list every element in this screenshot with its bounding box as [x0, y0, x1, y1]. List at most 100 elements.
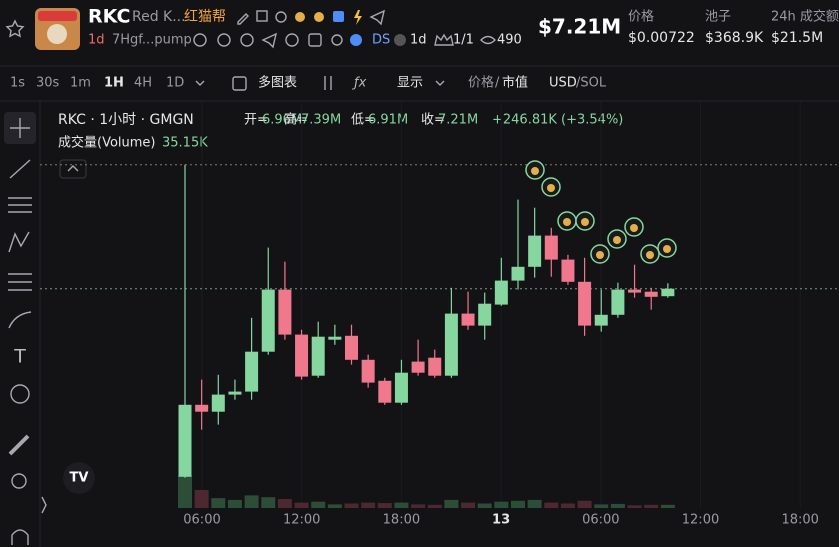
- note-icon[interactable]: [308, 33, 322, 47]
- candle-body: [661, 288, 675, 297]
- trade-marker-icon: [531, 167, 539, 175]
- drawing-tools: T: [4, 112, 36, 545]
- tv-logo-text: TV: [70, 471, 89, 486]
- ds-age-icon: [394, 34, 406, 46]
- volume-bar: [294, 502, 309, 508]
- volume-bar: [261, 497, 276, 508]
- interval[interactable]: 1s: [10, 76, 25, 91]
- mcap-toggle[interactable]: 市值: [502, 75, 528, 91]
- candle-body: [328, 336, 342, 340]
- volume-bar: [461, 502, 476, 508]
- stat-label: 价格: [628, 9, 654, 25]
- volume-bar: [610, 503, 625, 508]
- volume-bar: [377, 503, 392, 508]
- trade-marker-icon: [581, 218, 589, 226]
- candle-body: [178, 404, 192, 477]
- mute-icon[interactable]: [240, 33, 254, 47]
- chevron[interactable]: [195, 80, 205, 86]
- currency[interactable]: USD: [549, 76, 577, 91]
- age: 1d: [88, 33, 105, 48]
- trade-marker-icon: [596, 251, 604, 259]
- trade-marker-icon: [547, 184, 555, 192]
- candle-body: [494, 280, 508, 305]
- candle-body: [528, 235, 542, 267]
- copy-icon[interactable]: [256, 10, 268, 22]
- ds-age: 1d: [410, 33, 427, 48]
- volume-bar: [427, 504, 442, 508]
- clock-icon: [193, 33, 207, 47]
- magnet-tool[interactable]: [11, 529, 29, 545]
- collapse-button[interactable]: [59, 159, 87, 179]
- trade-marker-icon: [563, 218, 571, 226]
- volume-value: 35.15K: [162, 136, 208, 151]
- edit-icon[interactable]: [237, 13, 249, 25]
- holders-icon[interactable]: [217, 33, 231, 47]
- candle-body: [411, 361, 425, 373]
- volume-bar: [411, 504, 426, 508]
- scroll-arrow[interactable]: [41, 496, 47, 514]
- telegram-icon[interactable]: [369, 9, 386, 26]
- ohlc-label: 收=: [421, 113, 445, 128]
- volume-bar: [594, 504, 609, 508]
- brush-tool[interactable]: [8, 311, 32, 329]
- candle-body: [544, 235, 558, 260]
- trade-marker-icon: [630, 224, 638, 232]
- interval[interactable]: 1D: [166, 76, 184, 91]
- volume-bar: [311, 501, 326, 508]
- text-tool[interactable]: T: [13, 346, 26, 368]
- volume-bar: [227, 499, 242, 508]
- fib-tool[interactable]: [8, 197, 32, 213]
- multi-chart[interactable]: 多图表: [258, 75, 297, 91]
- header-icons: [237, 9, 386, 26]
- zoom-tool[interactable]: [11, 473, 27, 489]
- checkbox[interactable]: [232, 76, 247, 91]
- stat-value: $21.5M: [771, 30, 823, 46]
- trade-marker-icon: [613, 236, 621, 244]
- favorite-star[interactable]: [5, 19, 25, 38]
- x-tick-label: 12:00: [682, 513, 719, 528]
- tv-logo[interactable]: [63, 462, 95, 494]
- interval[interactable]: 1m: [70, 76, 91, 91]
- group-icon: [314, 12, 324, 22]
- ohlc-value: 7.39M: [301, 113, 341, 128]
- search-icon[interactable]: [331, 34, 343, 46]
- candle-body: [245, 351, 259, 392]
- candle-body: [644, 291, 658, 297]
- emoji-tool[interactable]: [10, 384, 30, 404]
- candle-body: [511, 266, 525, 281]
- volume-bar: [194, 490, 209, 508]
- candle-body: [195, 404, 209, 412]
- pattern-tool[interactable]: [8, 231, 30, 253]
- stat-value: $368.9K: [705, 30, 764, 46]
- display[interactable]: 显示: [397, 76, 423, 91]
- fx-icon[interactable]: ƒx: [351, 76, 367, 91]
- price-toggle[interactable]: 价格: [468, 75, 494, 91]
- collapse-icon[interactable]: [67, 165, 79, 172]
- interval[interactable]: 1H: [104, 76, 124, 91]
- stat-label: 池子: [705, 10, 731, 25]
- symbol: RKC: [88, 6, 130, 28]
- line-tool[interactable]: [9, 159, 31, 179]
- ohlc-value: 6.91M: [368, 113, 408, 128]
- volume-bar: [627, 505, 642, 508]
- share-icon[interactable]: [275, 11, 287, 23]
- separator: /: [495, 76, 500, 91]
- interval[interactable]: 4H: [134, 76, 152, 91]
- badge-icon: [295, 12, 305, 22]
- telegram-icon[interactable]: [261, 32, 278, 49]
- x-tick-label: 18:00: [383, 513, 420, 528]
- interval[interactable]: 30s: [36, 76, 60, 91]
- ruler-tool[interactable]: [8, 434, 30, 456]
- forecast-tool[interactable]: [8, 273, 32, 291]
- volume-bar: [660, 504, 675, 508]
- volume-bar: [211, 498, 226, 508]
- alt-currency[interactable]: /SOL: [576, 76, 607, 91]
- chevron[interactable]: [435, 80, 445, 86]
- menu-icon[interactable]: [285, 33, 299, 47]
- candle-body: [578, 281, 592, 326]
- candle-body: [228, 391, 242, 395]
- stat-label: 24h 成交额: [771, 9, 839, 25]
- crosshair-tool[interactable]: [10, 118, 30, 138]
- candles-icon[interactable]: [324, 76, 332, 90]
